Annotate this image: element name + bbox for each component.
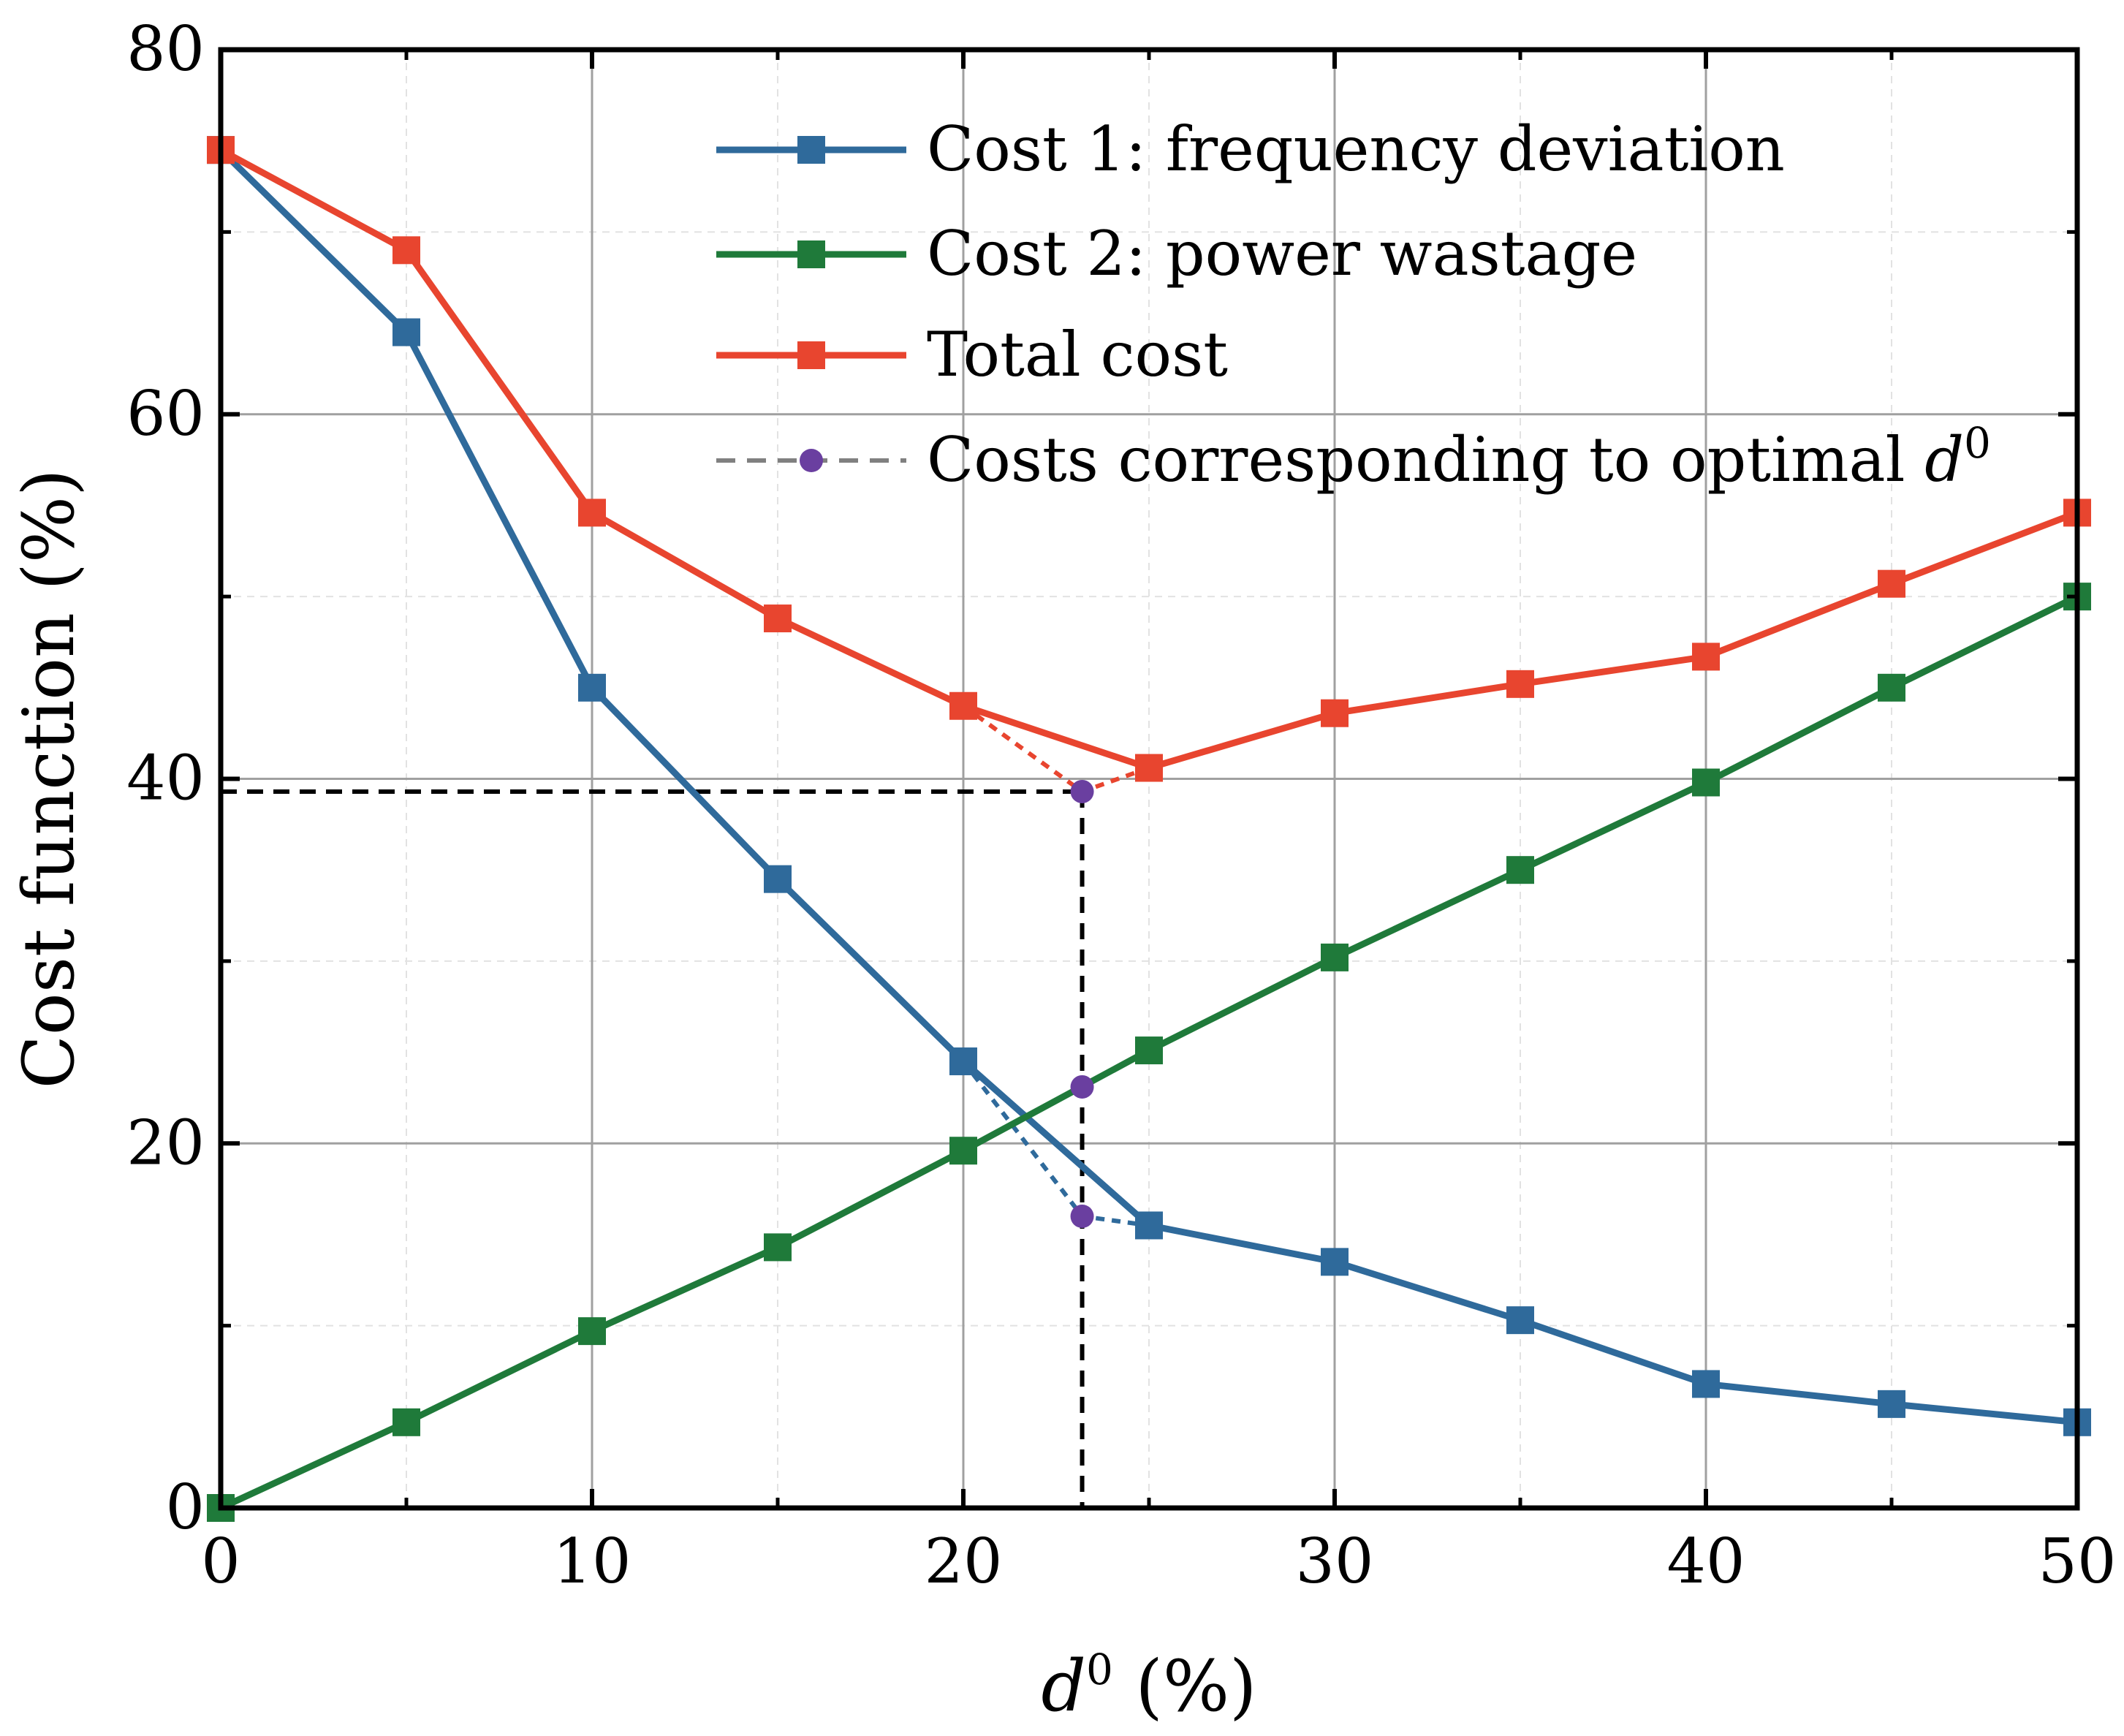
legend-marker-2 bbox=[797, 240, 825, 268]
legend-marker-1 bbox=[797, 136, 825, 164]
series-3-marker bbox=[1506, 670, 1534, 698]
series-2-marker bbox=[1321, 943, 1349, 971]
legend-label-optimal: Costs corresponding to optimal d0 bbox=[927, 418, 1991, 496]
series-2-marker bbox=[949, 1137, 977, 1165]
series-1-marker bbox=[1321, 1248, 1349, 1276]
series-3-marker bbox=[1321, 699, 1349, 727]
series-1-marker bbox=[764, 865, 792, 893]
series-3-marker bbox=[1135, 754, 1163, 782]
x-tick-label: 50 bbox=[2038, 1525, 2117, 1597]
series-2-marker bbox=[764, 1233, 792, 1262]
series-3 bbox=[207, 136, 2091, 795]
series-2-marker bbox=[1878, 673, 1905, 702]
x-axis-var: d bbox=[1042, 1645, 1086, 1727]
series-3-marker bbox=[578, 499, 606, 527]
series-3-marker bbox=[1692, 643, 1720, 671]
series-3-marker bbox=[392, 236, 420, 265]
series-3-marker bbox=[764, 604, 792, 633]
series-2-marker bbox=[1692, 768, 1720, 797]
x-axis-title: d0 (%) bbox=[1042, 1645, 1257, 1727]
legend-optimal-text: Costs corresponding to optimal bbox=[927, 424, 1924, 496]
y-tick-label: 40 bbox=[126, 743, 205, 814]
legend-optimal-var: d bbox=[1924, 424, 1964, 496]
series-2-marker bbox=[1135, 1036, 1163, 1065]
series-2-marker bbox=[392, 1408, 420, 1436]
x-tick-label: 20 bbox=[925, 1525, 1003, 1597]
y-tick-label: 60 bbox=[126, 378, 205, 450]
series-1-marker bbox=[1878, 1390, 1905, 1418]
x-axis-unit: (%) bbox=[1113, 1645, 1257, 1727]
y-tick-label: 80 bbox=[126, 13, 205, 85]
legend-label-2: Cost 2: power wastage bbox=[927, 218, 1637, 289]
legend: Cost 1: frequency deviation Cost 2: power… bbox=[716, 113, 1991, 496]
series-1-marker bbox=[949, 1047, 977, 1076]
ticks: 0 10 20 30 40 50 0 20 40 60 80 bbox=[126, 13, 2116, 1597]
legend-optimal-sup: 0 bbox=[1964, 418, 1991, 468]
y-axis-title: Cost function (%) bbox=[8, 469, 90, 1088]
series-1-marker bbox=[1506, 1306, 1534, 1335]
y-tick-label: 0 bbox=[166, 1471, 205, 1543]
legend-label-3: Total cost bbox=[927, 319, 1228, 390]
legend-label-1: Cost 1: frequency deviation bbox=[927, 113, 1785, 185]
series-1-marker bbox=[1692, 1370, 1720, 1398]
series-3-marker bbox=[1878, 569, 1905, 598]
series-1-marker bbox=[1135, 1211, 1163, 1240]
x-tick-label: 30 bbox=[1296, 1525, 1374, 1597]
series-2-marker bbox=[578, 1317, 606, 1346]
series-2-marker bbox=[1506, 856, 1534, 884]
legend-marker-optimal bbox=[800, 449, 823, 472]
series-3-marker bbox=[949, 691, 977, 720]
optimal-point-3 bbox=[1070, 779, 1094, 803]
optimal-point-2 bbox=[1070, 1074, 1094, 1099]
optimal-point-1 bbox=[1070, 1205, 1094, 1228]
series-1-marker bbox=[578, 673, 606, 702]
legend-marker-3 bbox=[797, 341, 825, 369]
x-tick-label: 40 bbox=[1667, 1525, 1745, 1597]
x-tick-label: 10 bbox=[553, 1525, 631, 1597]
optimal-guides bbox=[221, 789, 1085, 1508]
x-tick-label: 0 bbox=[201, 1525, 240, 1597]
series-1-marker bbox=[392, 318, 420, 346]
x-axis-sup: 0 bbox=[1086, 1645, 1113, 1694]
y-tick-label: 20 bbox=[126, 1107, 205, 1178]
